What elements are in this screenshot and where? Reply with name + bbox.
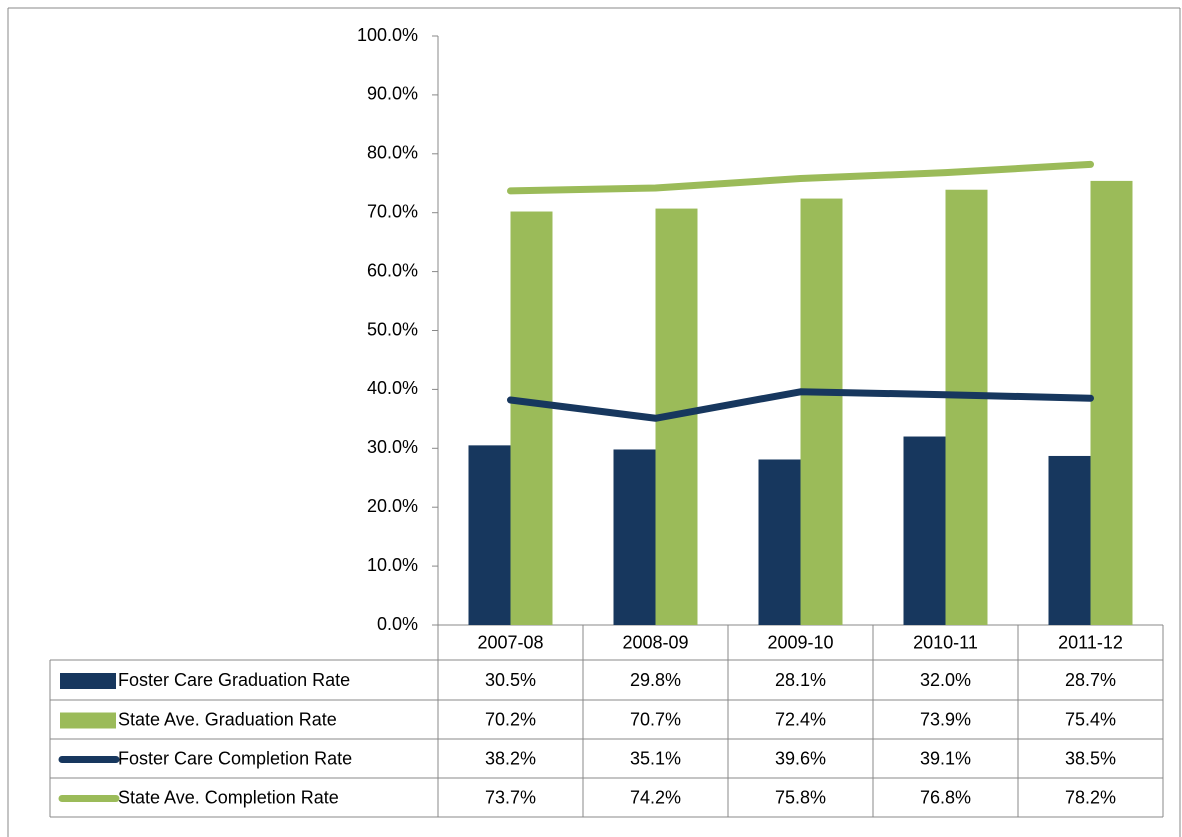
- bar: [510, 211, 553, 625]
- table-value: 76.8%: [920, 787, 971, 807]
- x-tick-label: 2008-09: [622, 632, 688, 652]
- bar: [945, 189, 988, 625]
- bar: [800, 198, 843, 625]
- y-tick-label: 20.0%: [367, 496, 418, 516]
- table-value: 70.2%: [485, 709, 536, 729]
- table-value: 39.6%: [775, 748, 826, 768]
- table-value: 72.4%: [775, 709, 826, 729]
- bar: [468, 445, 511, 625]
- y-tick-label: 60.0%: [367, 260, 418, 280]
- y-tick-label: 30.0%: [367, 437, 418, 457]
- bar: [903, 436, 946, 625]
- table-value: 29.8%: [630, 670, 681, 690]
- y-tick-label: 40.0%: [367, 378, 418, 398]
- table-value: 28.7%: [1065, 670, 1116, 690]
- table-value: 28.1%: [775, 670, 826, 690]
- y-tick-label: 90.0%: [367, 84, 418, 104]
- bar: [1048, 455, 1091, 625]
- x-tick-label: 2011-12: [1058, 632, 1123, 652]
- bar: [1090, 180, 1133, 626]
- x-tick-label: 2007-08: [477, 632, 543, 652]
- legend-label: Foster Care Graduation Rate: [118, 670, 350, 690]
- y-tick-label: 0.0%: [377, 614, 418, 634]
- table-value: 35.1%: [630, 748, 681, 768]
- legend-swatch: [60, 712, 116, 729]
- legend-label: State Ave. Completion Rate: [118, 787, 339, 807]
- table-value: 75.4%: [1065, 709, 1116, 729]
- y-tick-label: 100.0%: [357, 25, 418, 45]
- legend-label: State Ave. Graduation Rate: [118, 709, 337, 729]
- legend-swatch: [60, 673, 116, 689]
- table-value: 78.2%: [1065, 787, 1116, 807]
- table-value: 70.7%: [630, 709, 681, 729]
- y-tick-label: 50.0%: [367, 319, 418, 339]
- x-tick-label: 2009-10: [767, 632, 833, 652]
- table-value: 73.7%: [485, 787, 536, 807]
- line: [507, 388, 1094, 422]
- table-value: 38.5%: [1065, 748, 1116, 768]
- bar: [613, 449, 656, 625]
- table-value: 73.9%: [920, 709, 971, 729]
- line: [507, 160, 1094, 195]
- x-tick-label: 2010-11: [913, 632, 978, 652]
- table-value: 32.0%: [920, 670, 971, 690]
- bar: [758, 459, 801, 625]
- legend-label: Foster Care Completion Rate: [118, 748, 352, 768]
- y-tick-label: 70.0%: [367, 201, 418, 221]
- table-value: 38.2%: [485, 748, 536, 768]
- table-value: 74.2%: [630, 787, 681, 807]
- y-tick-label: 80.0%: [367, 143, 418, 163]
- table-value: 39.1%: [920, 748, 971, 768]
- table-value: 75.8%: [775, 787, 826, 807]
- y-tick-label: 10.0%: [367, 555, 418, 575]
- table-value: 30.5%: [485, 670, 536, 690]
